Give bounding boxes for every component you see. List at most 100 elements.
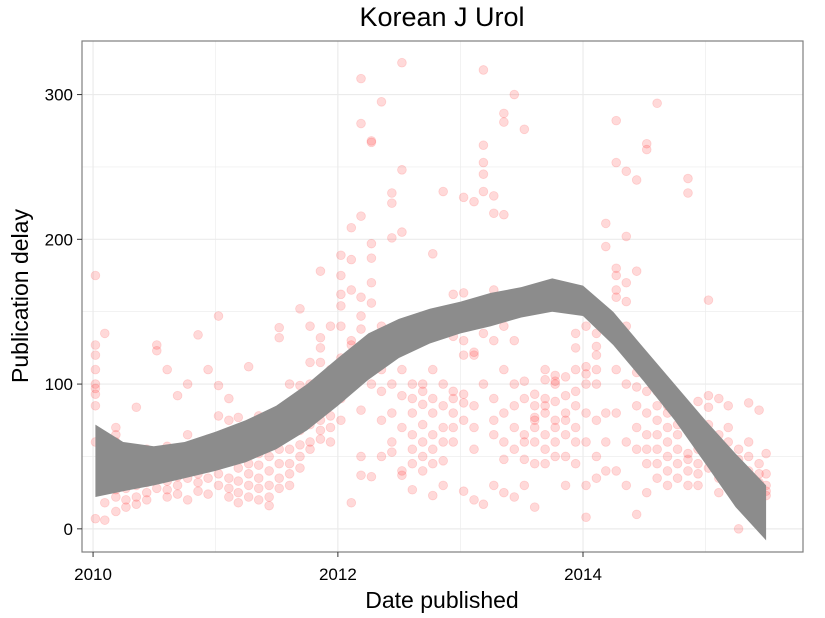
data-point <box>519 393 530 404</box>
data-point <box>438 480 448 491</box>
data-point <box>570 386 581 397</box>
data-point <box>519 124 530 135</box>
data-point <box>387 198 397 208</box>
data-point <box>458 398 469 408</box>
data-point <box>611 115 622 126</box>
data-point <box>478 140 489 151</box>
data-point <box>253 473 264 483</box>
data-point <box>672 429 683 440</box>
data-point <box>397 466 407 476</box>
data-point <box>90 400 101 411</box>
data-point <box>601 218 611 229</box>
data-point <box>182 429 193 440</box>
data-point <box>162 364 172 375</box>
data-point <box>489 429 499 440</box>
data-point <box>560 415 571 426</box>
data-point <box>274 458 284 469</box>
data-point <box>407 408 418 418</box>
data-point <box>448 437 459 447</box>
data-point <box>90 513 101 524</box>
data-point <box>540 400 550 411</box>
data-point <box>540 429 550 440</box>
data-point <box>693 469 703 479</box>
data-point <box>478 328 489 339</box>
data-point <box>754 405 764 415</box>
data-point <box>315 434 326 444</box>
data-point <box>387 437 397 447</box>
data-point <box>570 343 581 353</box>
data-point <box>356 73 366 84</box>
data-point <box>356 211 366 221</box>
data-point <box>438 456 448 466</box>
data-point <box>253 460 264 470</box>
data-point <box>90 364 101 375</box>
data-point <box>540 374 550 385</box>
data-point <box>162 492 172 502</box>
data-point <box>662 466 673 476</box>
data-point <box>376 96 387 107</box>
data-point <box>315 343 326 353</box>
data-point <box>560 429 571 440</box>
data-point <box>284 469 295 479</box>
data-point <box>458 335 469 346</box>
data-point <box>499 209 509 220</box>
data-point <box>448 422 459 433</box>
data-point <box>540 393 550 404</box>
data-point <box>641 487 652 498</box>
data-point <box>469 422 479 433</box>
data-point <box>274 322 284 333</box>
data-point <box>591 451 602 462</box>
data-point <box>356 324 366 334</box>
data-point <box>305 444 315 455</box>
data-point <box>519 437 530 447</box>
data-point <box>315 332 326 343</box>
data-point <box>621 437 632 447</box>
y-tick-label: 300 <box>45 86 73 105</box>
data-point <box>683 454 693 465</box>
data-point <box>193 477 203 488</box>
data-point <box>560 451 571 462</box>
y-tick-label: 200 <box>45 230 73 249</box>
data-point <box>529 422 540 433</box>
data-point <box>224 473 234 483</box>
data-point <box>121 495 131 505</box>
data-point <box>469 495 479 505</box>
data-point <box>733 444 744 455</box>
data-point <box>754 458 764 469</box>
data-point <box>621 379 632 389</box>
data-point <box>672 473 683 483</box>
data-point <box>672 444 683 455</box>
data-point <box>519 454 530 465</box>
data-point <box>407 429 418 440</box>
y-axis-label: Publication delay <box>7 209 33 383</box>
data-point <box>581 437 591 447</box>
data-point <box>591 473 602 483</box>
data-point <box>641 144 652 155</box>
data-point <box>397 470 407 481</box>
data-point <box>100 328 110 339</box>
data-point <box>529 400 540 411</box>
data-point <box>366 471 377 482</box>
data-point <box>224 492 234 502</box>
data-point <box>509 89 520 100</box>
data-point <box>733 524 744 534</box>
data-point <box>233 487 244 498</box>
data-point <box>641 408 652 418</box>
data-point <box>151 340 162 350</box>
data-point <box>111 492 121 502</box>
data-point <box>581 379 591 389</box>
data-point <box>366 379 377 389</box>
confidence-band <box>95 278 767 541</box>
data-point <box>315 425 326 436</box>
data-point <box>761 469 771 479</box>
data-point <box>427 458 438 469</box>
data-point <box>387 447 397 457</box>
data-point <box>499 408 509 418</box>
smooth-band-layer <box>95 278 767 541</box>
data-point <box>540 444 550 455</box>
data-point <box>325 422 336 433</box>
data-point <box>448 393 459 404</box>
data-point <box>499 454 509 465</box>
data-point <box>581 361 591 372</box>
data-point <box>591 350 602 360</box>
